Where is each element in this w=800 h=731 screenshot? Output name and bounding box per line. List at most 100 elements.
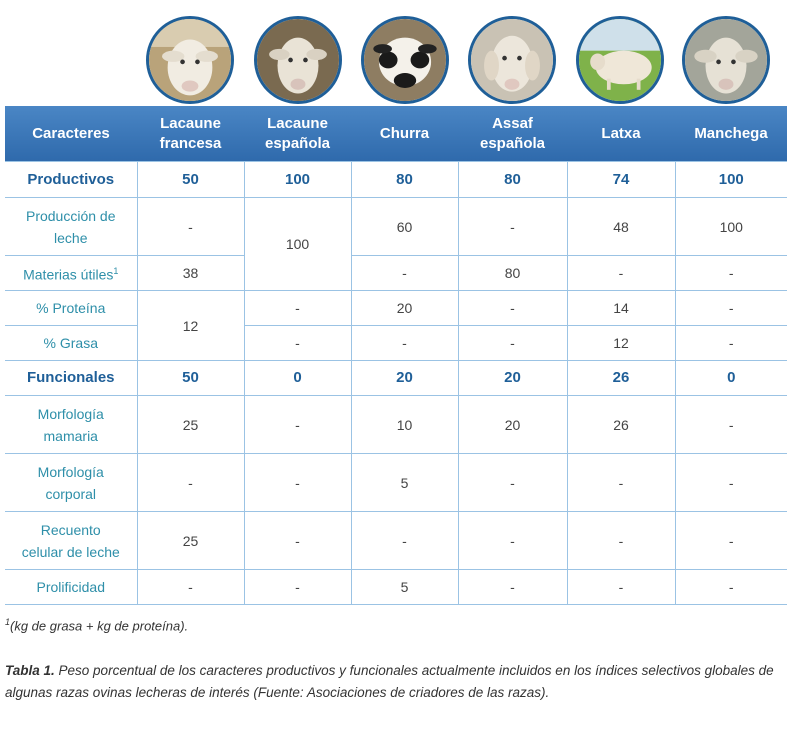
sheep-white-icon [257, 19, 339, 101]
cell: 74 [566, 161, 676, 198]
table-row: Recuento celular de leche 25 - - - - - [5, 511, 787, 570]
cell: 5 [350, 569, 459, 605]
photo-lacaune-espanola [254, 16, 342, 104]
sheep-churra-icon [364, 19, 446, 101]
cell: 48 [566, 197, 676, 256]
row-label: Producción de leche [5, 197, 138, 256]
sheep-white-icon [149, 19, 231, 101]
cell: - [243, 453, 352, 512]
cell: - [243, 290, 352, 326]
photo-latxa [576, 16, 664, 104]
cell: 50 [136, 161, 245, 198]
cell: - [674, 453, 787, 512]
footnote-text: (kg de grasa + kg de proteína). [10, 618, 189, 634]
cell: - [674, 290, 787, 326]
row-label: % Grasa [5, 325, 138, 361]
cell: - [457, 511, 568, 570]
footnote: 1(kg de grasa + kg de proteína). [5, 617, 188, 633]
sheep-latxa-icon [579, 19, 661, 101]
row-label-text: Morfología mamaria [37, 405, 104, 444]
row-label: Morfología mamaria [5, 395, 138, 454]
cell: 100 [674, 161, 787, 198]
row-label: Productivos [5, 161, 138, 198]
cell: 100 [243, 197, 352, 291]
cell: 26 [566, 395, 676, 454]
cell: - [674, 569, 787, 605]
table-caption: Tabla 1. Peso porcentual de los caracter… [5, 660, 790, 704]
breed-index-table: Caracteres Lacaune francesa Lacaune espa… [5, 106, 787, 605]
header-label: Assaf española [479, 114, 546, 152]
cell: - [674, 511, 787, 570]
cell: 12 [566, 325, 676, 361]
header-assaf-espanola: Assaf española [458, 106, 567, 162]
row-label: % Proteína [5, 290, 138, 326]
sheep-white-icon [685, 19, 767, 101]
footnote-mark: 1 [5, 617, 11, 627]
cell: - [243, 511, 352, 570]
header-latxa: Latxa [567, 106, 675, 162]
cell: 5 [350, 453, 459, 512]
table-header-row: Caracteres Lacaune francesa Lacaune espa… [5, 106, 787, 162]
cell: - [243, 395, 352, 454]
cell: 80 [457, 255, 568, 291]
cell: 14 [566, 290, 676, 326]
caption-label: Tabla 1. [5, 663, 55, 678]
cell: - [674, 395, 787, 454]
cell: 20 [350, 290, 459, 326]
cell: - [457, 290, 568, 326]
table-row: Funcionales 50 0 20 20 26 0 [5, 360, 787, 396]
cell: 80 [457, 161, 568, 198]
row-label: Funcionales [5, 360, 138, 396]
row-label: Recuento celular de leche [5, 511, 138, 570]
cell: 25 [136, 395, 245, 454]
cell: - [350, 255, 459, 291]
cell: 100 [674, 197, 787, 256]
cell: 20 [457, 395, 568, 454]
row-label-text: Morfología corporal [37, 463, 104, 502]
cell: 25 [136, 511, 245, 570]
cell: 50 [136, 360, 245, 396]
photo-manchega [682, 16, 770, 104]
cell: 0 [674, 360, 787, 396]
cell: - [350, 511, 459, 570]
cell: 20 [350, 360, 459, 396]
photo-lacaune-francesa [146, 16, 234, 104]
table-row: Productivos 50 100 80 80 74 100 [5, 161, 787, 198]
cell: 100 [243, 161, 352, 198]
header-churra: Churra [351, 106, 458, 162]
cell: - [674, 325, 787, 361]
photo-assaf-espanola [468, 16, 556, 104]
header-lacaune-francesa: Lacaune francesa [137, 106, 244, 162]
cell: - [457, 325, 568, 361]
header-caracteres: Caracteres [5, 106, 137, 162]
cell: 38 [136, 255, 245, 291]
table-row: Materias útiles1 38 - 80 - - [5, 255, 787, 291]
photo-churra [361, 16, 449, 104]
sheep-white-icon [471, 19, 553, 101]
table-row: Morfología corporal - - 5 - - - [5, 453, 787, 512]
row-label: Prolificidad [5, 569, 138, 605]
cell: - [674, 255, 787, 291]
cell: - [566, 569, 676, 605]
cell: - [457, 569, 568, 605]
cell: - [350, 325, 459, 361]
table-row: Producción de leche - 100 60 - 48 100 [5, 197, 787, 291]
row-label-text: Producción de leche [25, 207, 116, 246]
header-manchega: Manchega [675, 106, 787, 162]
cell: - [457, 197, 568, 256]
cell: - [243, 325, 352, 361]
table-row: % Grasa - - - 12 - [5, 325, 787, 361]
table-row: Prolificidad - - 5 - - - [5, 569, 787, 605]
cell: - [566, 511, 676, 570]
cell: - [566, 255, 676, 291]
header-label: Lacaune española [264, 114, 331, 152]
cell: 0 [243, 360, 352, 396]
cell: - [243, 569, 352, 605]
cell: 12 [136, 290, 245, 361]
cell: 20 [457, 360, 568, 396]
footnote-mark: 1 [113, 266, 119, 277]
table-row: % Proteína 12 - 20 - 14 - [5, 290, 787, 361]
row-label: Morfología corporal [5, 453, 138, 512]
cell: 80 [350, 161, 459, 198]
cell: 26 [566, 360, 676, 396]
